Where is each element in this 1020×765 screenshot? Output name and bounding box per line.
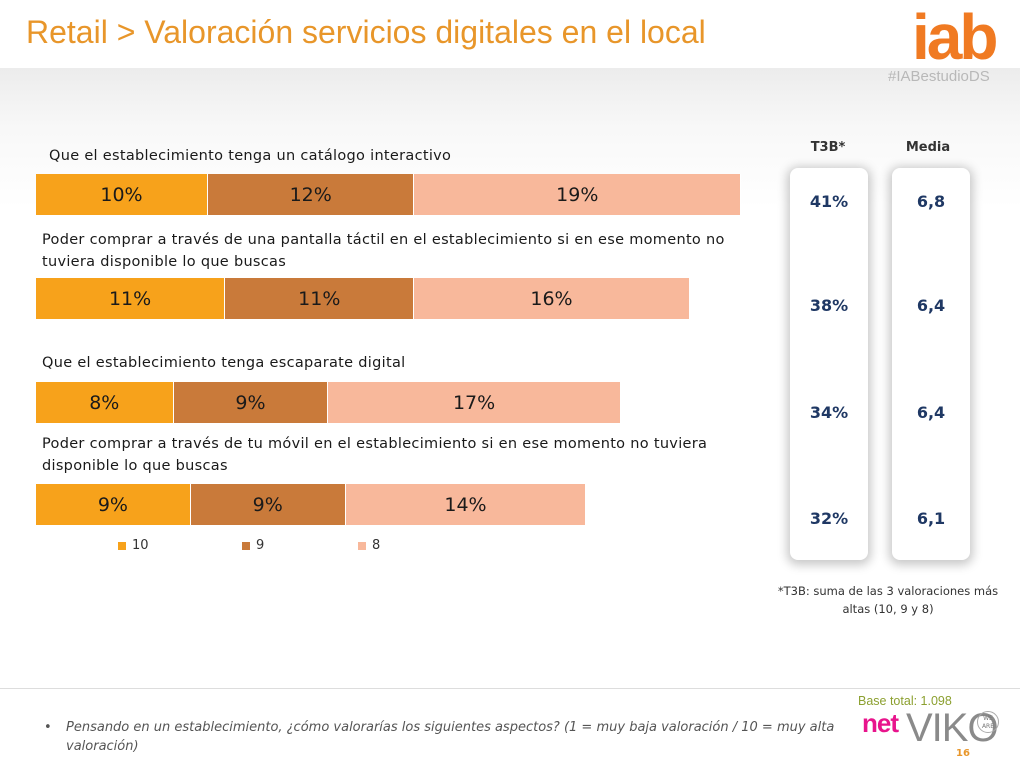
category-label: Poder comprar a través de una pantalla t… <box>42 232 725 270</box>
data-label: 8% <box>89 391 120 414</box>
media-column-panel <box>892 168 970 560</box>
t3b-value: 41% <box>809 192 849 211</box>
legend-swatch-9 <box>242 541 250 550</box>
category-label: Que el establecimiento tenga un catálogo… <box>49 148 452 164</box>
question-bullet: • <box>44 720 52 735</box>
bar-segment-8: 16% <box>414 278 690 319</box>
data-label: 9% <box>252 493 283 516</box>
bar-segment-9: 11% <box>225 278 415 319</box>
base-total: Base total: 1.098 <box>858 694 952 708</box>
data-label: 9% <box>97 493 128 516</box>
bar-segment-10: 11% <box>36 278 226 319</box>
legend-item-8: 8 <box>358 538 380 553</box>
data-label: 19% <box>556 183 599 206</box>
data-label: 11% <box>108 287 152 310</box>
data-label: 10% <box>100 183 143 206</box>
data-label: 11% <box>298 287 341 310</box>
bar-segment-9: 9% <box>173 382 329 423</box>
t3b-value: 34% <box>809 403 849 422</box>
legend-label-9: 9 <box>256 538 265 553</box>
t3b-header: T3B* <box>810 140 846 155</box>
data-label: 17% <box>452 391 496 414</box>
bar-segment-8: 14% <box>345 484 587 525</box>
bar-segment-8: 19% <box>414 174 742 215</box>
legend-swatch-10 <box>118 541 126 550</box>
media-header: Media <box>905 140 951 155</box>
viko-badge: WE ARE <box>977 711 999 733</box>
data-label: 9% <box>235 391 266 414</box>
question-text: Pensando en un establecimiento, ¿cómo va… <box>66 720 835 754</box>
legend-label-10: 10 <box>132 538 149 553</box>
data-label: 16% <box>530 287 573 310</box>
iab-logo: iab <box>912 1 998 73</box>
page-number: 16 <box>956 748 970 759</box>
bar-segment-10: 9% <box>36 484 191 525</box>
t3b-value: 32% <box>809 509 849 528</box>
bar-segment-10: 10% <box>36 174 208 215</box>
bar-segment-8: 17% <box>328 382 621 423</box>
legend-label-8: 8 <box>372 538 381 553</box>
legend-item-9: 9 <box>242 538 264 553</box>
t3b-value: 38% <box>809 296 849 315</box>
bar-segment-9: 9% <box>190 484 346 525</box>
data-label: 12% <box>289 183 332 206</box>
legend-item-10: 10 <box>118 538 149 553</box>
survey-question: • Pensando en un establecimiento, ¿cómo … <box>44 718 864 756</box>
page-title: Retail > Valoración servicios digitales … <box>26 14 706 50</box>
t3b-column-panel <box>790 168 868 560</box>
category-label: Que el establecimiento tenga escaparate … <box>42 355 406 371</box>
media-value: 6,4 <box>916 296 946 315</box>
media-value: 6,8 <box>916 192 946 211</box>
t3b-footnote: *T3B: suma de las 3 valoraciones más alt… <box>777 584 999 616</box>
bar-segment-9: 12% <box>208 174 415 215</box>
partner-logo-net: net <box>862 708 899 738</box>
bar-segment-10: 8% <box>36 382 174 423</box>
data-label: 14% <box>444 493 487 516</box>
footer-divider <box>0 688 1020 689</box>
hashtag: #IABestudioDS <box>888 68 990 85</box>
media-value: 6,4 <box>916 403 946 422</box>
media-value: 6,1 <box>916 509 946 528</box>
legend-swatch-8 <box>358 541 366 550</box>
category-label: Poder comprar a través de tu móvil en el… <box>42 436 708 474</box>
